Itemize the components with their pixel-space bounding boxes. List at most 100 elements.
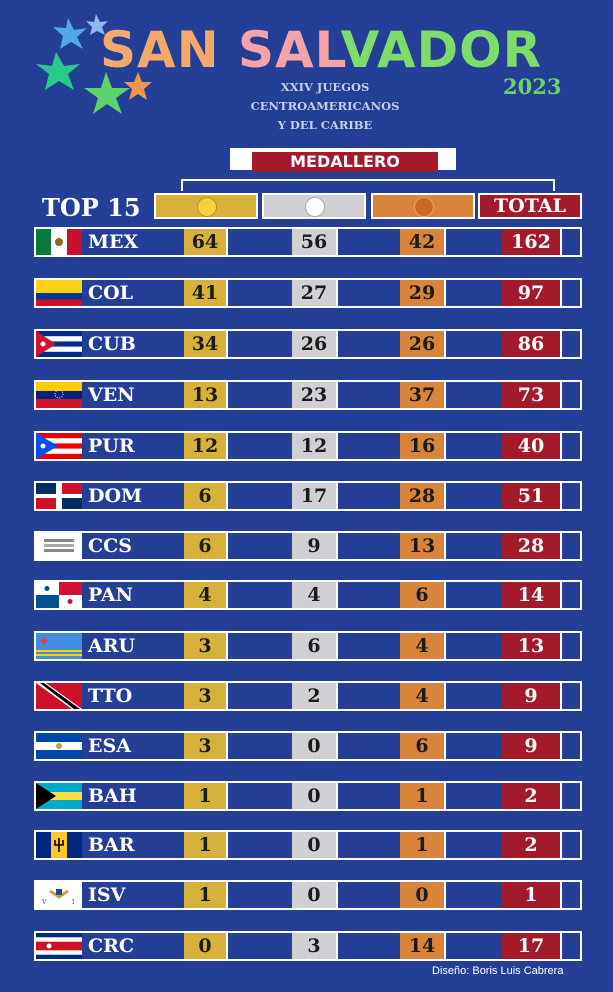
silver-count: 17 — [292, 483, 338, 509]
table-row: PAN 4 4 6 14 — [34, 580, 582, 610]
bronze-count: 28 — [400, 483, 446, 509]
design-credit: Diseño: Boris Luis Cabrera — [432, 965, 564, 977]
total-count: 51 — [502, 483, 562, 509]
country-code: PUR — [88, 435, 135, 457]
bronze-count: 1 — [400, 783, 446, 809]
gold-count: 6 — [184, 533, 228, 559]
bronze-count: 4 — [400, 633, 446, 659]
bronze-count: 26 — [400, 331, 446, 357]
flag-bah-icon — [36, 783, 82, 809]
total-count: 14 — [502, 582, 562, 608]
gold-count: 3 — [184, 633, 228, 659]
medal-table-banner: MEDALLERO — [230, 148, 456, 172]
bronze-column-header — [371, 193, 475, 219]
subtitle-line: CENTROAMERICANOS — [250, 99, 400, 113]
total-count: 28 — [502, 533, 562, 559]
total-count: 9 — [502, 683, 562, 709]
gold-count: 3 — [184, 683, 228, 709]
country-code: COL — [88, 282, 134, 304]
country-code: CRC — [88, 935, 135, 957]
bronze-count: 37 — [400, 382, 446, 408]
total-column-header: TOTAL — [478, 193, 582, 219]
country-code: BAR — [88, 834, 135, 856]
country-code: ARU — [88, 635, 136, 657]
logo-stars-icon — [36, 14, 152, 114]
table-row: TTO 3 2 4 9 — [34, 681, 582, 711]
header-bracket — [181, 179, 555, 191]
flag-pur-icon — [36, 433, 82, 459]
flag-ven-icon — [36, 382, 82, 408]
silver-count: 9 — [292, 533, 338, 559]
country-code: BAH — [88, 785, 137, 807]
silver-count: 27 — [292, 280, 338, 306]
gold-count: 34 — [184, 331, 228, 357]
table-row: BAH 1 0 1 2 — [34, 781, 582, 811]
silver-count: 0 — [292, 733, 338, 759]
total-count: 13 — [502, 633, 562, 659]
total-count: 9 — [502, 733, 562, 759]
gold-count: 12 — [184, 433, 228, 459]
event-subtitle: XXIV JUEGOS CENTROAMERICANOS Y DEL CARIB… — [230, 78, 420, 135]
bronze-count: 13 — [400, 533, 446, 559]
table-row: COL 41 27 29 97 — [34, 278, 582, 308]
bronze-count: 0 — [400, 882, 446, 908]
country-code: ISV — [88, 884, 126, 906]
silver-count: 0 — [292, 832, 338, 858]
subtitle-line: Y DEL CARIBE — [277, 118, 373, 132]
bronze-count: 4 — [400, 683, 446, 709]
total-count: 17 — [502, 933, 562, 959]
table-row: CRC 0 3 14 17 — [34, 931, 582, 961]
silver-count: 12 — [292, 433, 338, 459]
country-code: CUB — [88, 333, 136, 355]
country-code: ESA — [88, 735, 131, 757]
table-row: CUB 34 26 26 86 — [34, 329, 582, 359]
bronze-count: 42 — [400, 229, 446, 255]
flag-pan-icon — [36, 582, 82, 608]
total-count: 40 — [502, 433, 562, 459]
flag-aru-icon — [36, 633, 82, 659]
flag-mex-icon — [36, 229, 82, 255]
total-count: 2 — [502, 832, 562, 858]
gold-medal-icon — [197, 197, 217, 217]
flag-bar-icon — [36, 832, 82, 858]
country-code: MEX — [88, 231, 139, 253]
gold-count: 41 — [184, 280, 228, 306]
table-row: BAR 1 0 1 2 — [34, 830, 582, 860]
bronze-count: 6 — [400, 582, 446, 608]
table-row: VEN 13 23 37 73 — [34, 380, 582, 410]
silver-count: 6 — [292, 633, 338, 659]
silver-count: 23 — [292, 382, 338, 408]
title-part-vador: VADOR — [340, 21, 543, 79]
silver-count: 3 — [292, 933, 338, 959]
event-title: SAN SALVADOR — [100, 22, 542, 78]
flag-esa-icon — [36, 733, 82, 759]
gold-count: 4 — [184, 582, 228, 608]
silver-count: 0 — [292, 783, 338, 809]
flag-dom-icon — [36, 483, 82, 509]
flag-ccs-icon — [36, 533, 82, 559]
gold-count: 6 — [184, 483, 228, 509]
flag-crc-icon — [36, 933, 82, 959]
table-row: CCS 6 9 13 28 — [34, 531, 582, 561]
gold-count: 1 — [184, 832, 228, 858]
top-label: TOP 15 — [42, 193, 141, 222]
gold-count: 1 — [184, 882, 228, 908]
bronze-count: 6 — [400, 733, 446, 759]
silver-count: 4 — [292, 582, 338, 608]
gold-count: 3 — [184, 733, 228, 759]
bronze-count: 1 — [400, 832, 446, 858]
table-row: ESA 3 0 6 9 — [34, 731, 582, 761]
silver-count: 26 — [292, 331, 338, 357]
table-row: PUR 12 12 16 40 — [34, 431, 582, 461]
total-count: 162 — [502, 229, 562, 255]
title-part-sal: SAL — [237, 21, 341, 79]
country-code: CCS — [88, 535, 132, 557]
svg-text:V: V — [41, 899, 47, 906]
table-row: V I ISV 1 0 0 1 — [34, 880, 582, 910]
silver-count: 56 — [292, 229, 338, 255]
table-row: ARU 3 6 4 13 — [34, 631, 582, 661]
gold-count: 0 — [184, 933, 228, 959]
event-year: 2023 — [503, 74, 562, 99]
country-code: DOM — [88, 485, 143, 507]
